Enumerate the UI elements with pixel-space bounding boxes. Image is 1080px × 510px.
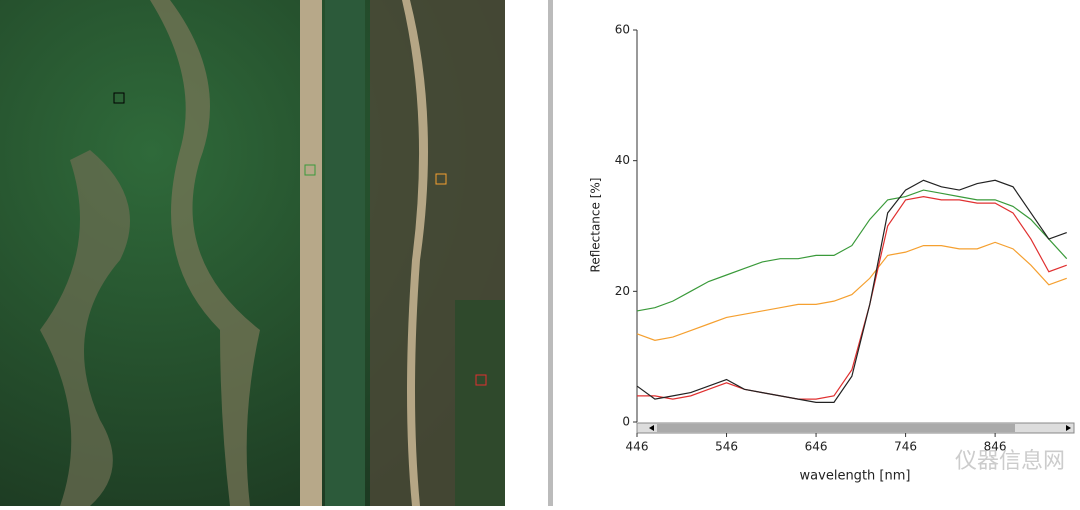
divider [548, 0, 553, 506]
y-axis-label: Reflectance [%] [589, 178, 603, 273]
x-tick-label: 546 [715, 440, 738, 454]
roi-marker [475, 374, 487, 386]
y-tick-label: 20 [615, 284, 630, 298]
x-tick-label: 746 [894, 440, 917, 454]
spectrum-line [637, 195, 1067, 400]
spectrum-line [636, 189, 1068, 312]
x-tick-label: 646 [805, 440, 828, 454]
roi-marker [435, 173, 447, 185]
x-tick-label: 446 [626, 440, 649, 454]
roi-marker [304, 164, 316, 176]
scrollbar [636, 422, 1075, 434]
aerial-image [0, 0, 505, 506]
spectrum-line [636, 241, 1067, 341]
x-tick-label: 846 [984, 440, 1007, 454]
spectrum-line [636, 179, 1067, 403]
watermark: 仪器信息网 [955, 449, 1065, 474]
roi-marker [113, 92, 125, 104]
y-tick-label: 40 [615, 153, 630, 167]
y-tick-label: 0 [622, 415, 630, 429]
y-tick-label: 60 [615, 23, 630, 37]
x-axis-label: wavelength [nm] [800, 469, 911, 484]
